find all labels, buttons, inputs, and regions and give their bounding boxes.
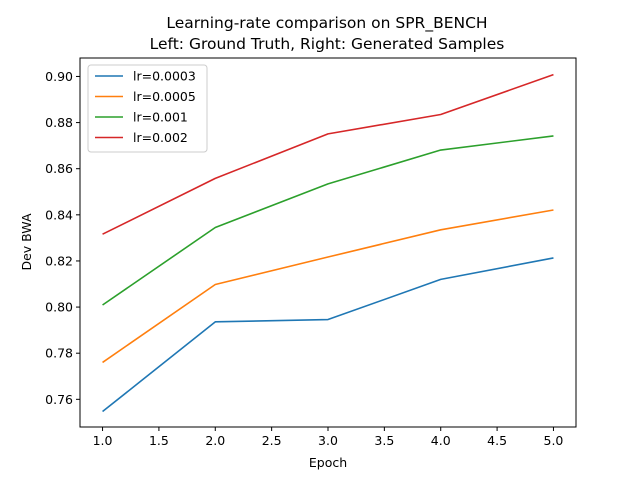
- legend-label: lr=0.001: [133, 110, 188, 125]
- series-line-1: [102, 257, 554, 413]
- y-tick-label: 0.80: [45, 300, 73, 315]
- x-tick-label: 5.0: [544, 433, 564, 448]
- series-layer: [102, 73, 554, 413]
- legend-label: lr=0.0003: [133, 69, 196, 84]
- x-tick-label: 2.0: [205, 433, 225, 448]
- y-tick-label: 0.76: [45, 392, 73, 407]
- x-tick-label: 3.5: [374, 433, 394, 448]
- x-tick-label: 1.5: [149, 433, 169, 448]
- y-tick-label: 0.90: [45, 69, 73, 84]
- chart-title: Learning-rate comparison on SPR_BENCH: [166, 14, 487, 33]
- x-axis-label: Epoch: [309, 455, 347, 470]
- x-tick-label: 2.5: [262, 433, 282, 448]
- legend-label: lr=0.0005: [133, 89, 196, 104]
- y-tick-label: 0.88: [45, 115, 73, 130]
- x-tick-label: 4.0: [431, 433, 451, 448]
- x-tick-label: 4.5: [487, 433, 507, 448]
- y-tick-label: 0.78: [45, 346, 73, 361]
- legend: lr=0.0003 lr=0.0005 lr=0.001 lr=0.002: [87, 64, 208, 153]
- y-tick-label: 0.86: [45, 161, 73, 176]
- x-axis-ticks: 1.0 1.5 2.0 2.5 3.0 3.5 4.0 4.5 5.0: [93, 427, 564, 448]
- series-line-4: [102, 73, 554, 235]
- y-axis-ticks: 0.76 0.78 0.80 0.82 0.84 0.86 0.88 0.90: [45, 69, 80, 407]
- series-line-3: [102, 135, 554, 306]
- x-tick-label: 1.0: [93, 433, 113, 448]
- y-tick-label: 0.84: [45, 207, 73, 222]
- legend-box: [87, 64, 208, 153]
- legend-label: lr=0.002: [133, 130, 188, 145]
- series-line-2: [102, 209, 554, 364]
- y-axis-label: Dev BWA: [19, 213, 34, 270]
- y-tick-label: 0.82: [45, 253, 73, 268]
- x-tick-label: 3.0: [318, 433, 338, 448]
- chart-subtitle: Left: Ground Truth, Right: Generated Sam…: [150, 35, 505, 53]
